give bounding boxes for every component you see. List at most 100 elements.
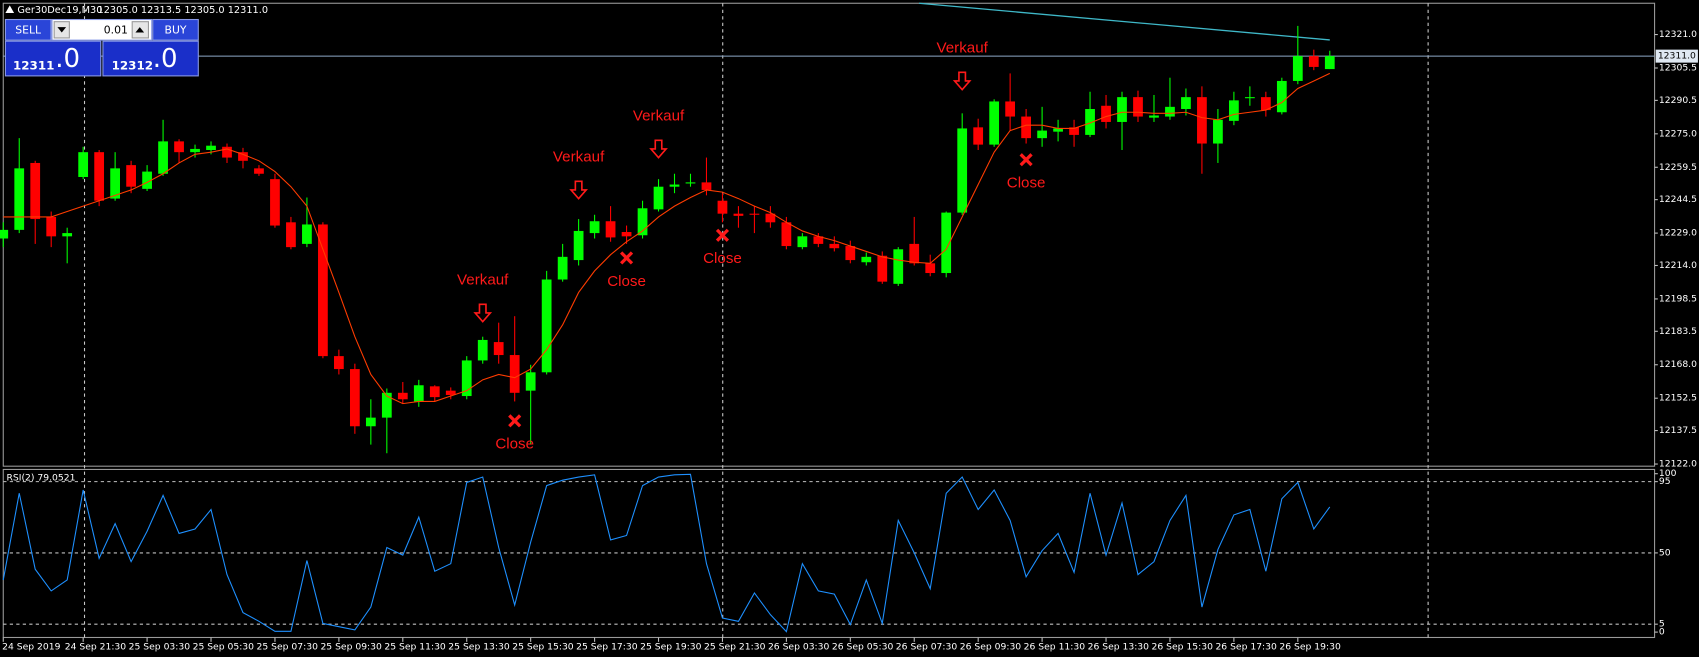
lot-field[interactable] [51,18,153,41]
annotation-label: Verkauf [457,271,509,288]
candle-body [365,417,376,427]
candle-body [1213,119,1223,144]
candle-body [781,222,792,247]
candle-body [429,386,440,398]
candle-body [1244,97,1255,99]
candle-body [1005,101,1016,117]
candle-body [110,168,121,199]
ask-box[interactable] [102,40,199,77]
candle-body [190,148,200,153]
y-tick-label: 12198.5 [1659,293,1697,304]
annotation-label: Close [607,273,646,290]
candle-body [445,390,456,395]
bid-fraction: .0 [55,44,80,74]
candle-body [94,152,105,201]
y-tick-label: 12290.5 [1659,95,1697,106]
x-tick-label: 26 Sep 17:30 [1215,642,1277,653]
candle-body [222,146,232,158]
sell-button[interactable] [4,18,52,41]
sell-arrow [952,71,972,91]
y-tick-label: 12137.5 [1659,425,1697,436]
close-cross [1019,153,1033,167]
candle-body [302,224,312,244]
x-tick-label: 24 Sep 21:30 [65,642,127,653]
ask-price: 12312 [112,59,153,73]
candle-body [813,236,824,244]
annotation-label: Close [703,250,742,267]
candle-body [1229,100,1239,121]
candle-body [270,179,280,226]
annotation-label: Close [495,436,534,453]
candle-body [1101,105,1111,122]
buy-label[interactable]: BUY [165,23,187,36]
candle-body [589,221,600,234]
candle-body [845,246,856,261]
sell-arrow [473,303,493,323]
sell-arrow [649,139,668,159]
x-tick-label: 26 Sep 09:30 [960,642,1022,653]
increase-icon [135,27,145,33]
trade-panel: SELL 0.01 BUY 12311 .0 12312 .0 [4,18,199,77]
moving-average [3,72,1331,405]
candle-body [541,279,552,373]
x-tick-label: 25 Sep 13:30 [448,642,510,653]
candle-body [206,145,216,151]
candle-body [62,233,73,237]
y-tick-label: 12214.0 [1659,260,1697,271]
candle-body [701,182,712,190]
candle-body [861,256,872,263]
candle-body [1197,97,1207,144]
candle-body [1021,116,1031,139]
candle-body [318,224,328,357]
candle-body [477,339,488,361]
y-tick-label: 0 [1659,627,1665,638]
ohlc: 12305.0 12313.5 12305.0 12311.0 [98,5,269,16]
y-tick-label: 12168.0 [1659,359,1697,370]
lot-value[interactable]: 0.01 [104,23,128,36]
collapse-icon[interactable] [5,5,15,14]
y-tick-label: 50 [1659,547,1671,558]
y-tick-label: 12152.5 [1659,393,1697,404]
candle-body [238,152,248,161]
candle-body [397,392,408,400]
bid-label: 12311.0 [1658,51,1696,62]
candle-body [957,128,968,213]
candle-body [829,243,840,249]
buy-button[interactable] [152,18,199,41]
ask-fraction: .0 [153,44,178,74]
candle-body [1260,97,1271,111]
candle-body [461,360,472,397]
sell-label[interactable]: SELL [15,23,41,36]
candle-body [893,249,904,284]
candle-body [877,255,888,282]
y-tick-label: 12244.5 [1659,194,1697,205]
candle-body [557,256,568,280]
rsi-line [2,473,1331,633]
candle-body [621,232,632,237]
candle-body [1181,97,1191,110]
candle-body [925,263,936,274]
annotation-label: Verkauf [936,39,988,56]
sell-arrow [569,180,588,200]
bid-price: 12311 [13,59,54,73]
x-tick-label: 25 Sep 05:30 [193,642,255,653]
y-tick-label: 12183.5 [1659,326,1697,337]
x-tick-label: 25 Sep 21:30 [704,642,766,653]
candle-body [1149,115,1159,118]
candle-body [653,186,664,210]
y-tick-label: 95 [1659,476,1671,487]
annotation-label: Close [1007,175,1046,192]
decrease-icon [57,27,67,33]
bid-box[interactable] [4,40,102,77]
candle-body [765,213,776,223]
close-cross [508,414,522,428]
indicator-title: RSI(2) 79.0521 [7,473,76,484]
close-cross [715,228,730,242]
candle-body [733,213,744,216]
x-tick-label: 26 Sep 15:30 [1152,642,1214,653]
x-tick-label: 25 Sep 03:30 [129,642,191,653]
x-tick-label: 26 Sep 03:30 [768,642,830,653]
candle-body [509,355,520,393]
